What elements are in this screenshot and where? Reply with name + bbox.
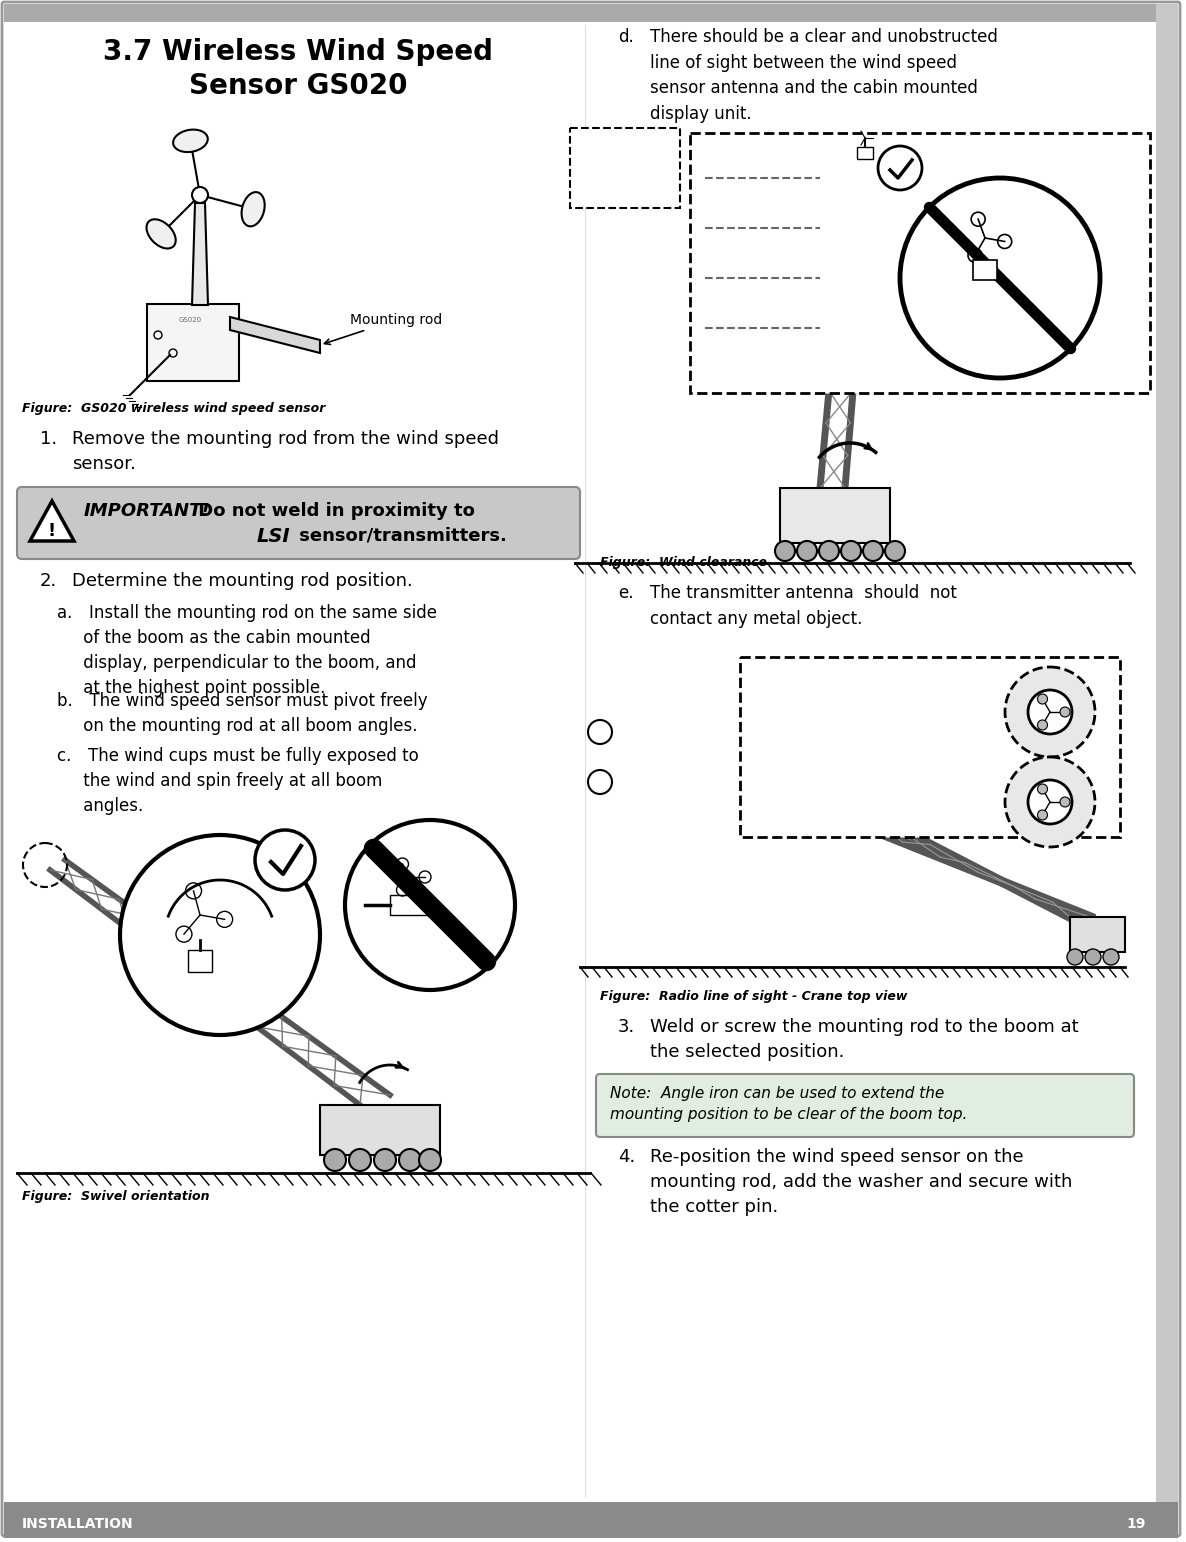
Text: sensor/transmitters.: sensor/transmitters. xyxy=(293,527,506,544)
Text: Figure:  GS020 wireless wind speed sensor: Figure: GS020 wireless wind speed sensor xyxy=(23,402,325,415)
Bar xyxy=(320,1106,440,1155)
Circle shape xyxy=(1005,668,1095,757)
FancyBboxPatch shape xyxy=(147,304,240,381)
Text: Determine the mounting rod position.: Determine the mounting rod position. xyxy=(72,572,413,591)
Bar xyxy=(1070,917,1126,951)
Circle shape xyxy=(1038,783,1047,794)
Circle shape xyxy=(1028,689,1072,734)
Circle shape xyxy=(1060,706,1070,717)
Circle shape xyxy=(419,1149,441,1170)
Circle shape xyxy=(1028,780,1072,823)
Ellipse shape xyxy=(173,130,208,153)
Text: INSTALLATION: INSTALLATION xyxy=(23,1517,134,1531)
Ellipse shape xyxy=(147,219,176,248)
Circle shape xyxy=(797,541,817,561)
Text: Weld or screw the mounting rod to the boom at
the selected position.: Weld or screw the mounting rod to the bo… xyxy=(650,1018,1078,1061)
Text: Figure:  Swivel orientation: Figure: Swivel orientation xyxy=(23,1190,210,1203)
Circle shape xyxy=(885,541,905,561)
Circle shape xyxy=(1103,948,1120,965)
Text: LSI: LSI xyxy=(256,527,291,546)
Circle shape xyxy=(324,1149,346,1170)
Text: Figure:  Wind clearance: Figure: Wind clearance xyxy=(600,557,767,569)
Bar xyxy=(973,261,997,281)
Text: Sensor GS020: Sensor GS020 xyxy=(189,72,407,100)
Text: 4.: 4. xyxy=(618,1147,636,1166)
Text: IMPORTANT!: IMPORTANT! xyxy=(84,503,211,520)
Circle shape xyxy=(820,541,839,561)
Text: b. The wind speed sensor must pivot freely
     on the mounting rod at all boom : b. The wind speed sensor must pivot free… xyxy=(57,692,428,736)
Text: The transmitter antenna  should  not
contact any metal object.: The transmitter antenna should not conta… xyxy=(650,584,957,628)
FancyBboxPatch shape xyxy=(17,487,580,560)
Circle shape xyxy=(1060,797,1070,806)
Circle shape xyxy=(374,1149,396,1170)
Circle shape xyxy=(398,1149,421,1170)
Circle shape xyxy=(192,187,208,204)
Bar xyxy=(4,5,1178,22)
Text: GS020: GS020 xyxy=(178,318,202,322)
Circle shape xyxy=(1038,694,1047,705)
Text: c. The wind cups must be fully exposed to
     the wind and spin freely at all b: c. The wind cups must be fully exposed t… xyxy=(57,746,419,816)
Bar xyxy=(1156,5,1178,1534)
Circle shape xyxy=(120,836,320,1035)
Circle shape xyxy=(863,541,884,561)
Text: Remove the mounting rod from the wind speed
sensor.: Remove the mounting rod from the wind sp… xyxy=(72,430,499,473)
Text: a. Install the mounting rod on the same side
     of the boom as the cabin mount: a. Install the mounting rod on the same … xyxy=(57,604,436,697)
Bar xyxy=(740,657,1120,837)
Bar xyxy=(570,128,680,208)
Bar xyxy=(390,894,431,914)
Text: Note:  Angle iron can be used to extend the
mounting position to be clear of the: Note: Angle iron can be used to extend t… xyxy=(610,1086,968,1123)
Circle shape xyxy=(1038,810,1047,820)
Text: d.: d. xyxy=(618,28,633,46)
Bar xyxy=(189,950,212,971)
Text: 3.: 3. xyxy=(618,1018,636,1036)
Ellipse shape xyxy=(242,193,264,227)
Bar xyxy=(857,146,873,159)
Circle shape xyxy=(841,541,861,561)
Text: 1.: 1. xyxy=(40,430,57,449)
Circle shape xyxy=(900,177,1099,378)
Bar xyxy=(690,133,1150,393)
Text: Do not weld in proximity to: Do not weld in proximity to xyxy=(192,503,474,520)
Circle shape xyxy=(774,541,795,561)
Text: There should be a clear and unobstructed
line of sight between the wind speed
se: There should be a clear and unobstructed… xyxy=(650,28,997,123)
FancyBboxPatch shape xyxy=(597,1073,1134,1136)
Circle shape xyxy=(1085,948,1101,965)
Bar xyxy=(4,1502,1178,1537)
Polygon shape xyxy=(30,501,74,541)
Text: Re-position the wind speed sensor on the
mounting rod, add the washer and secure: Re-position the wind speed sensor on the… xyxy=(650,1147,1072,1217)
Circle shape xyxy=(1005,757,1095,847)
Text: 3.7 Wireless Wind Speed: 3.7 Wireless Wind Speed xyxy=(103,39,493,66)
Text: 2.: 2. xyxy=(40,572,57,591)
Bar xyxy=(780,487,890,543)
Text: Mounting rod: Mounting rod xyxy=(325,313,442,344)
Circle shape xyxy=(1067,948,1083,965)
Polygon shape xyxy=(230,318,320,353)
Circle shape xyxy=(1038,720,1047,729)
Circle shape xyxy=(878,146,922,190)
Text: Figure:  Radio line of sight - Crane top view: Figure: Radio line of sight - Crane top … xyxy=(600,990,907,1002)
Text: e.: e. xyxy=(618,584,633,601)
Text: !: ! xyxy=(47,523,56,540)
Circle shape xyxy=(349,1149,371,1170)
Circle shape xyxy=(345,820,515,990)
Circle shape xyxy=(255,830,315,890)
Text: 19: 19 xyxy=(1127,1517,1146,1531)
Polygon shape xyxy=(192,204,208,305)
